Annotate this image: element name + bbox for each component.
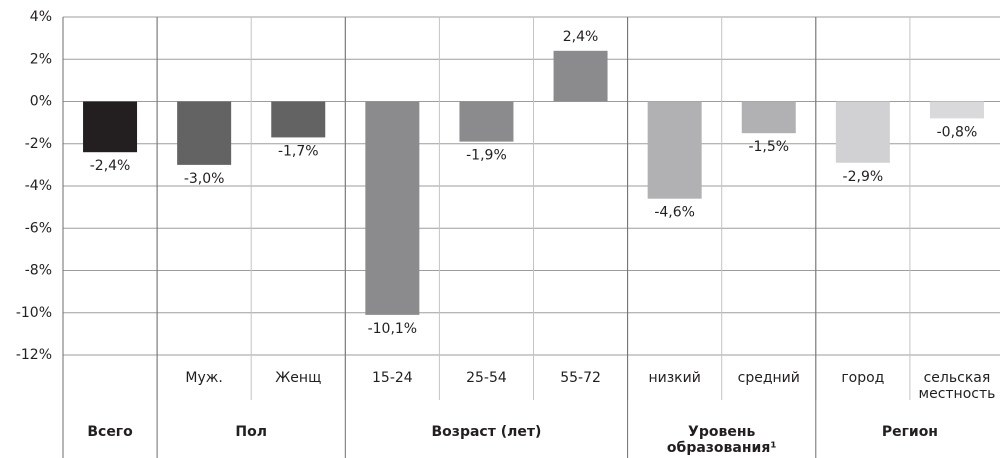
bar xyxy=(553,50,608,102)
data-label: -1,5% xyxy=(748,139,789,155)
data-label: -10,1% xyxy=(368,321,418,337)
x-tick-label: средний xyxy=(738,370,800,386)
bar xyxy=(835,101,890,163)
group-label: Возраст (лет) xyxy=(432,424,542,440)
y-tick-label: -10% xyxy=(16,305,52,321)
data-label: -2,4% xyxy=(90,158,131,174)
y-tick-label: 0% xyxy=(30,94,52,110)
y-tick-label: -8% xyxy=(25,263,52,279)
bar xyxy=(365,101,420,315)
x-tick-label: низкий xyxy=(648,370,700,386)
x-tick-label: 15-24 xyxy=(372,370,413,386)
group-label: Уровень образования¹ xyxy=(667,424,777,456)
bar xyxy=(271,101,326,138)
bar xyxy=(177,101,232,165)
data-label: -1,7% xyxy=(278,143,319,159)
y-tick-label: 2% xyxy=(30,51,52,67)
data-label: -3,0% xyxy=(184,171,225,187)
bar xyxy=(741,101,796,134)
y-tick-label: -6% xyxy=(25,220,52,236)
data-label: 2,4% xyxy=(563,29,599,45)
y-tick-label: -2% xyxy=(25,136,52,152)
group-label: Всего xyxy=(87,424,133,440)
x-tick-label: 55-72 xyxy=(560,370,601,386)
data-label: -2,9% xyxy=(843,169,884,185)
x-tick-label: город xyxy=(841,370,884,386)
group-label: Пол xyxy=(235,424,267,440)
y-tick-label: 4% xyxy=(30,9,52,25)
bar xyxy=(459,101,514,142)
data-label: -1,9% xyxy=(466,148,507,164)
y-tick-label: -12% xyxy=(16,347,52,363)
bar xyxy=(929,101,984,119)
y-tick-label: -4% xyxy=(25,178,52,194)
data-label: -0,8% xyxy=(937,124,978,140)
x-tick-label: Муж. xyxy=(185,370,222,386)
bar xyxy=(83,101,138,153)
data-label: -4,6% xyxy=(654,205,695,221)
bar xyxy=(647,101,702,199)
x-tick-label: сельская местность xyxy=(919,370,996,402)
group-label: Регион xyxy=(882,424,938,440)
x-tick-label: Женщ xyxy=(275,370,321,386)
x-tick-label: 25-54 xyxy=(466,370,507,386)
